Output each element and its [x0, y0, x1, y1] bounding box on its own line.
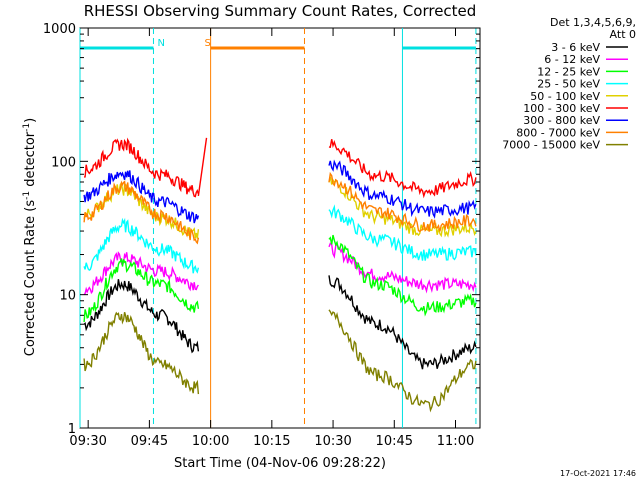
legend-label-0: 3 - 6 keV — [551, 41, 600, 54]
series-line-0-post — [328, 275, 477, 370]
series-layer — [83, 137, 477, 413]
y-label-part1: Corrected Count Rate (s — [23, 200, 38, 357]
series-line-8-post — [328, 309, 477, 413]
legend-label-7: 800 - 7000 keV — [516, 126, 600, 139]
series-line-8-pre — [83, 311, 200, 395]
series-line-6-post — [328, 159, 477, 219]
marker-label-1: S — [204, 38, 210, 49]
x-tick-label-1: 09:45 — [131, 434, 168, 449]
y-label-part3: ) — [23, 118, 38, 123]
y-tick-label-1: 10 — [59, 289, 76, 304]
legend-label-6: 300 - 800 keV — [523, 114, 600, 127]
marker-label-0: N — [157, 38, 164, 49]
legend-label-1: 6 - 12 keV — [544, 53, 600, 66]
x-axis-label: Start Time (04-Nov-06 09:28:22) — [174, 456, 386, 471]
legend-label-8: 7000 - 15000 keV — [502, 139, 600, 152]
x-tick-label-6: 11:00 — [437, 434, 474, 449]
legend-label-2: 12 - 25 keV — [537, 65, 600, 78]
series-line-4-post — [328, 176, 477, 238]
x-tick-label-0: 09:30 — [69, 434, 106, 449]
series-line-2-post — [328, 234, 477, 317]
series-line-3-pre — [83, 217, 200, 274]
y-tick-label-3: 1000 — [43, 22, 76, 37]
series-line-7-pre — [83, 180, 200, 245]
y-label-part2: detector — [23, 131, 38, 191]
legend-header-line2: Att 0 — [610, 28, 636, 41]
x-tick-label-3: 10:15 — [253, 434, 290, 449]
timestamp: 17-Oct-2021 17:46 — [560, 469, 636, 478]
x-tick-label-2: 10:00 — [192, 434, 229, 449]
x-tick-label-4: 10:30 — [314, 434, 351, 449]
series-line-5-pre — [84, 137, 200, 198]
series-line-6-pre — [83, 170, 200, 224]
y-label-sup2: -1 — [22, 123, 32, 132]
x-tick-label-5: 10:45 — [376, 434, 413, 449]
y-tick-label-0: 1 — [68, 422, 76, 437]
series-line-2-pre — [83, 258, 200, 323]
series-line-0-pre — [83, 279, 200, 354]
y-axis-label: Corrected Count Rate (s-1 detector-1) — [22, 118, 38, 356]
legend-label-4: 50 - 100 keV — [530, 90, 600, 103]
series-line-3-post — [328, 204, 477, 261]
series-line-7-post — [328, 171, 477, 233]
legend-header-line1: Det 1,3,4,5,6,9, — [550, 16, 636, 29]
series-spike — [197, 137, 208, 197]
chart-title: RHESSI Observing Summary Count Rates, Co… — [84, 2, 477, 20]
series-line-5-post — [328, 139, 477, 199]
y-label-sup1: -1 — [22, 191, 32, 200]
legend-label-3: 25 - 50 keV — [537, 78, 600, 91]
series-line-1-pre — [83, 251, 199, 296]
y-tick-label-2: 100 — [51, 155, 76, 170]
legend-label-5: 100 - 300 keV — [523, 102, 600, 115]
axes-layer: 09:30 09:45 10:00 10:15 10:30 10:45 11:00 1 10 10… — [43, 22, 480, 449]
